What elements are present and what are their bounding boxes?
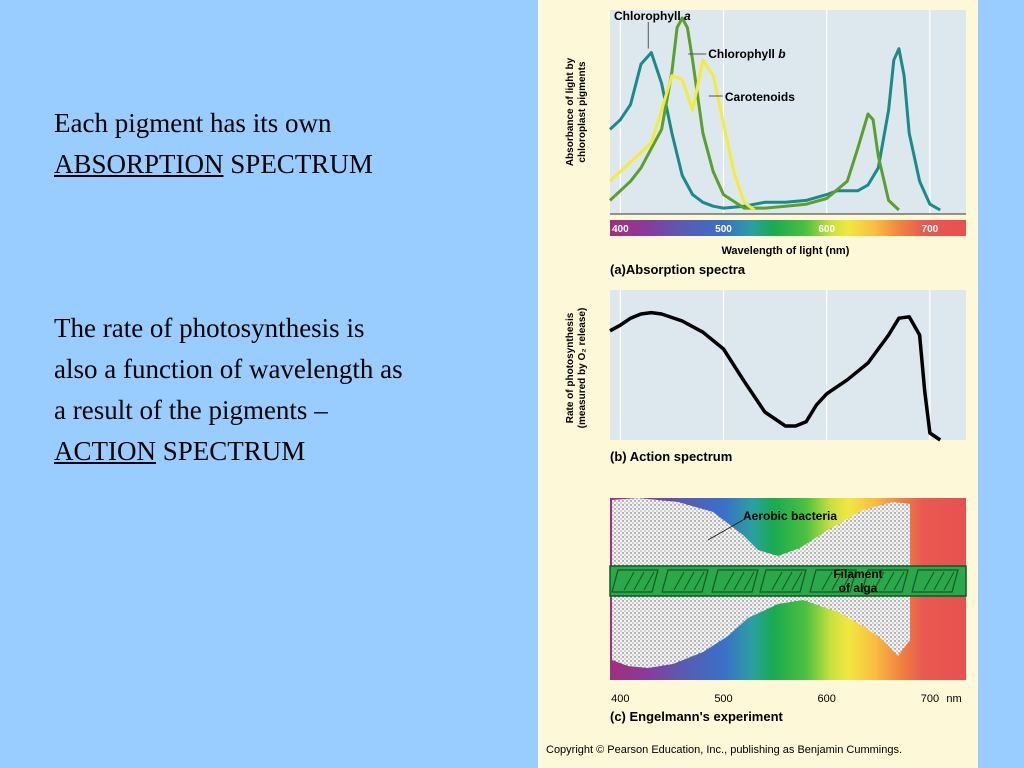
alga-cell xyxy=(611,569,659,593)
text2-line3: a result of the pigments – xyxy=(54,395,328,425)
absorption-word: ABSORPTION xyxy=(54,149,224,179)
action-spectrum-text: The rate of photosynthesis is also a fun… xyxy=(54,308,514,472)
chloroplast-band xyxy=(673,571,705,591)
spectrum-word-2: SPECTRUM xyxy=(156,436,306,466)
panel-c-tick-label: 500 xyxy=(714,693,732,705)
alga-cell xyxy=(861,569,909,593)
chloroplast-band xyxy=(771,571,803,591)
panel-c-tick-label: 700 xyxy=(921,693,939,705)
panel-b-title: (b) Action spectrum xyxy=(610,449,732,464)
alga-cell xyxy=(711,569,759,593)
panel-c-tick-label: 400 xyxy=(611,693,629,705)
text1-line2: ABSORPTION SPECTRUM xyxy=(54,144,514,185)
aerobic-bacteria-label: Aerobic bacteria xyxy=(743,509,837,523)
action-word: ACTION xyxy=(54,436,156,466)
text2-line4: ACTION SPECTRUM xyxy=(54,431,514,472)
bacteria-cluster-lower xyxy=(612,596,910,668)
panel-a-tick-label: 700 xyxy=(922,224,939,235)
spectrum-word-1: SPECTRUM xyxy=(223,149,373,179)
panel-c-tick-label: 600 xyxy=(818,693,836,705)
panel-a-tick-label: 500 xyxy=(715,224,732,235)
legend-carotenoids: Carotenoids xyxy=(725,90,795,104)
alga-cell xyxy=(759,569,807,593)
chlorophyll-a-line xyxy=(608,47,941,212)
alga-cell xyxy=(809,569,857,593)
chloroplast-band xyxy=(821,571,853,591)
alga-label-1: Filament xyxy=(833,567,882,581)
bacteria-cluster-upper xyxy=(612,498,910,566)
text1-line1: Each pigment has its own xyxy=(54,108,332,138)
alga-cell xyxy=(661,569,709,593)
legend-chlorophyll-b: Chlorophyll b xyxy=(708,47,785,61)
panel-a-y-label-2: chloroplast pigments xyxy=(577,61,588,163)
absorption-spectrum-text: Each pigment has its own ABSORPTION SPEC… xyxy=(54,103,514,185)
panel-a-tick-label: 400 xyxy=(612,224,629,235)
alga-filament xyxy=(609,565,967,597)
legend-chlorophyll-b-letter: b xyxy=(778,47,785,61)
carotenoids-line xyxy=(608,58,756,212)
figure-svg: Chlorophyll a Chlorophyll b Carotenoids 400… xyxy=(565,9,967,724)
panel-a-spectrum-bar xyxy=(610,220,966,236)
alga-label-2: of alga xyxy=(839,581,878,595)
panel-a-tick-label: 600 xyxy=(818,224,835,235)
legend-chlorophyll-a-letter: a xyxy=(684,9,691,23)
panel-c-unit-label: nm xyxy=(946,693,961,705)
chloroplast-band xyxy=(623,571,655,591)
panel-a-title: (a)Absorption spectra xyxy=(610,262,746,277)
text2-line2: also a function of wavelength as xyxy=(54,354,403,384)
figure-panel: Chlorophyll a Chlorophyll b Carotenoids 400… xyxy=(538,0,978,768)
alga-cell xyxy=(911,569,959,593)
panel-a-y-label-1: Absorbance of light by xyxy=(565,57,576,166)
chloroplast-band xyxy=(923,571,955,591)
panel-b-y-label-2: (measured by O₂ release) xyxy=(577,308,588,429)
legend-chlorophyll-a: Chlorophyll a xyxy=(614,9,691,23)
chloroplast-band xyxy=(723,571,755,591)
panel-b-y-label-1: Rate of photosynthesis xyxy=(565,312,576,423)
copyright-notice: Copyright © Pearson Education, Inc., pub… xyxy=(546,744,903,756)
chlorophyll-b-line xyxy=(608,16,900,212)
action-spectrum-line xyxy=(609,310,942,442)
text2-line1: The rate of photosynthesis is xyxy=(54,313,365,343)
panel-a-x-label: Wavelength of light (nm) xyxy=(721,245,849,257)
chloroplast-band xyxy=(873,571,905,591)
panel-c-title: (c) Engelmann's experiment xyxy=(610,709,784,724)
bacteria-leader xyxy=(707,519,744,541)
panel-b-plot-area xyxy=(610,290,966,440)
